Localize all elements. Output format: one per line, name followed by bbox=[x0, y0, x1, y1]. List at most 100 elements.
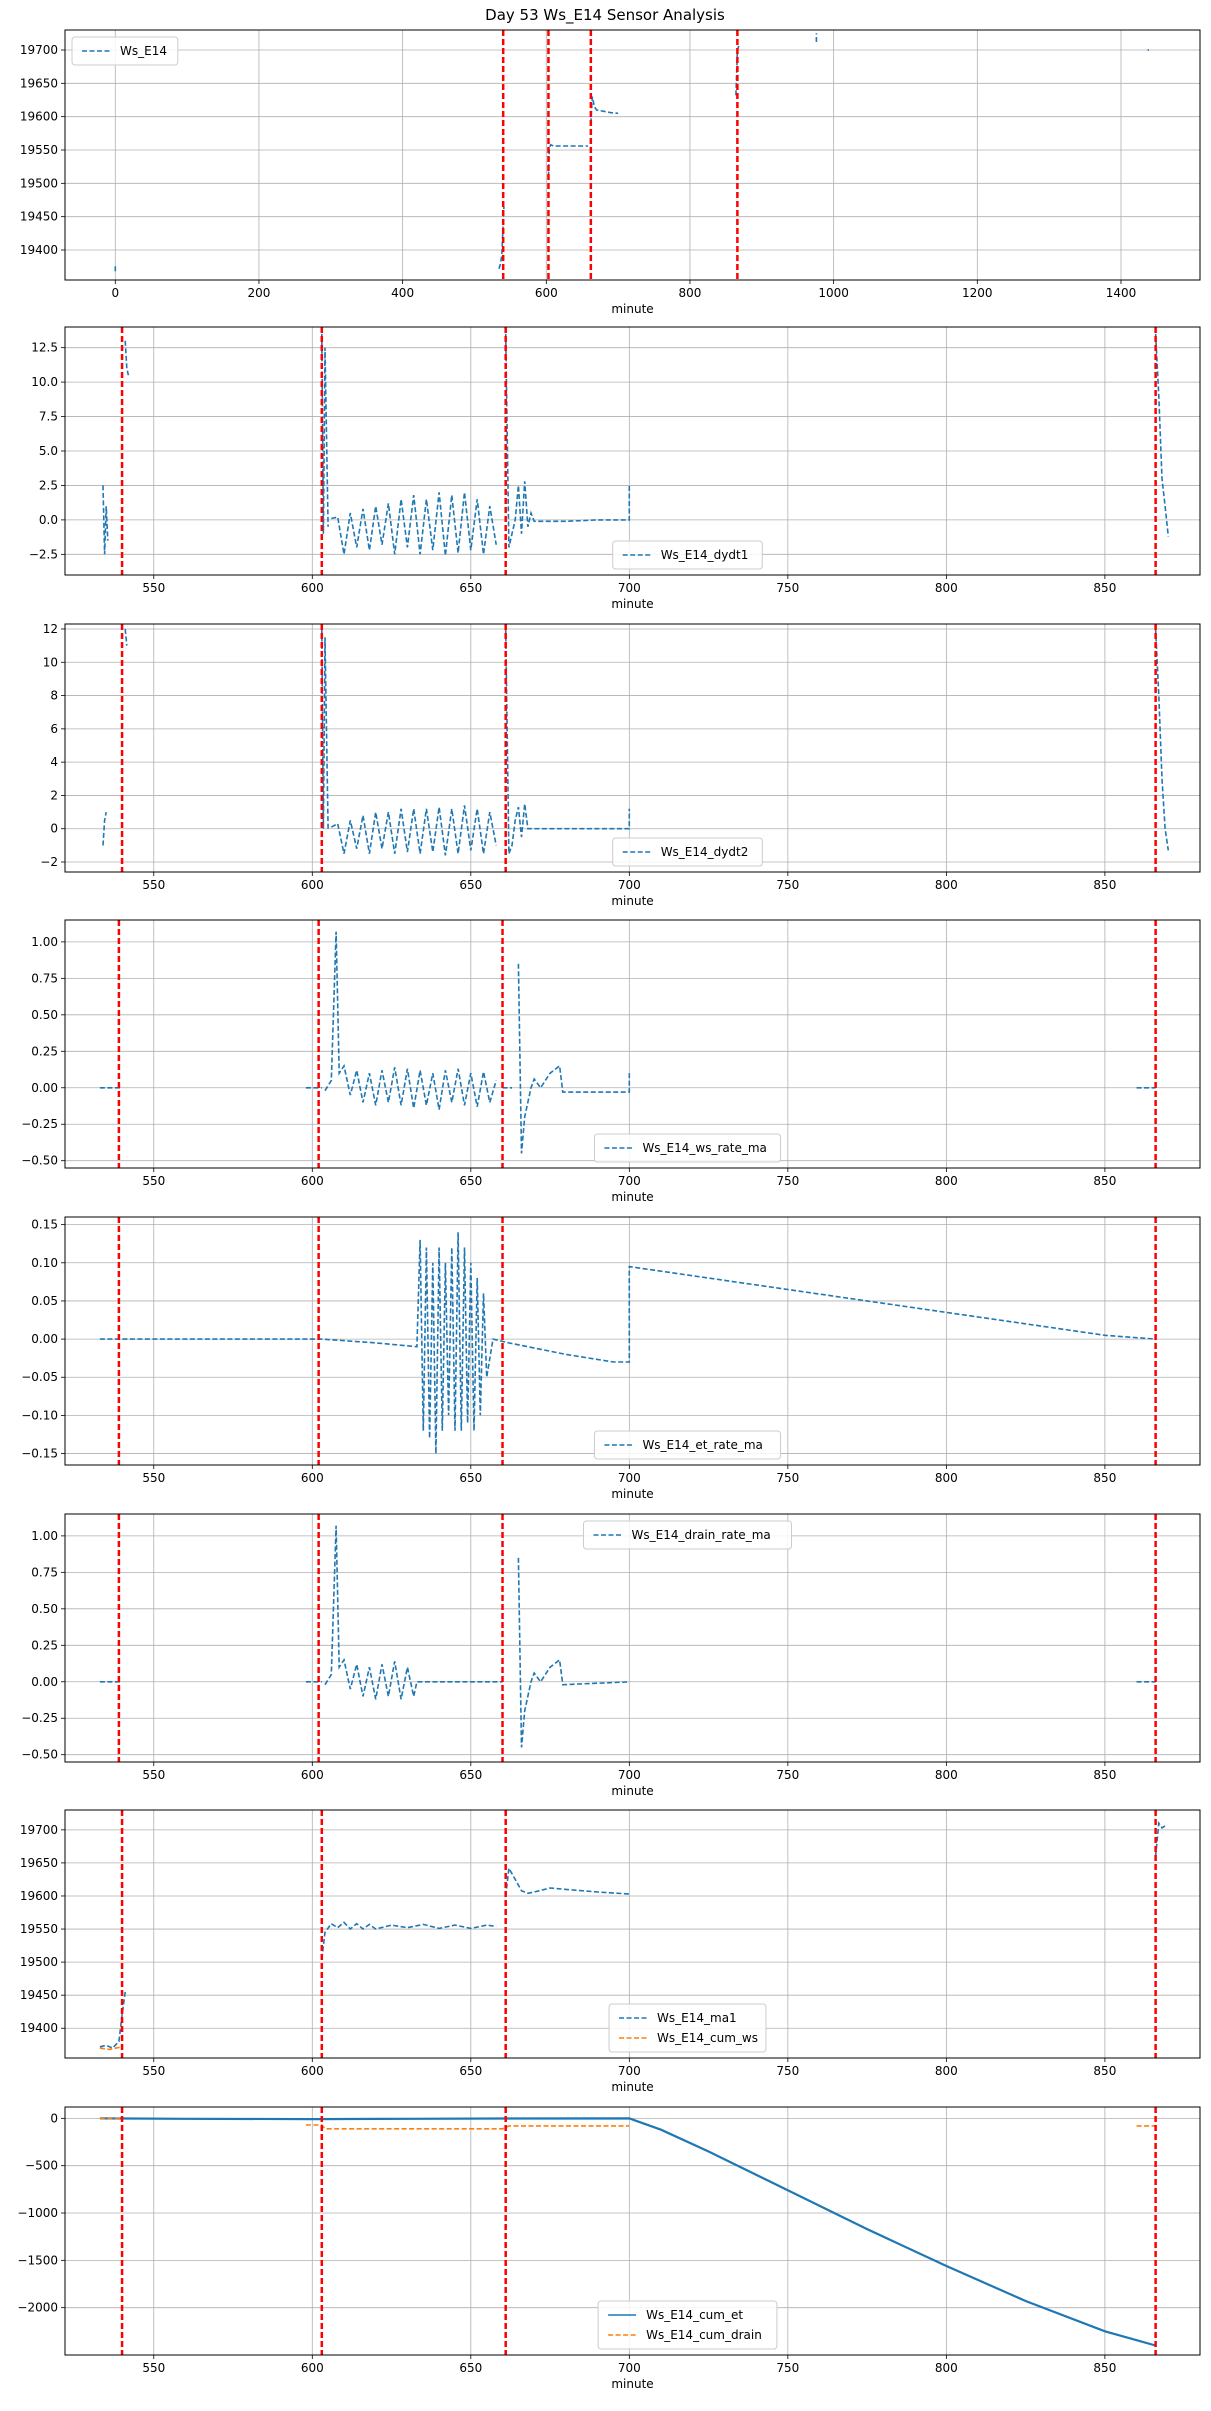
y-tick-label: 10 bbox=[43, 655, 58, 669]
x-tick-label: 1200 bbox=[962, 286, 993, 300]
x-tick-label: 750 bbox=[776, 1768, 799, 1782]
series-group bbox=[99, 1820, 1166, 2051]
x-tick-label: 700 bbox=[618, 878, 641, 892]
x-tick-label: 750 bbox=[776, 581, 799, 595]
x-tick-label: 1000 bbox=[818, 286, 849, 300]
chart-panel-4: 550 600 650 700 750 800 850 −0.50 −0.25 0.00 0.25 0… bbox=[21, 919, 1201, 1204]
x-tick-label: 650 bbox=[459, 581, 482, 595]
x-axis-label: minute bbox=[611, 1190, 653, 1204]
x-tick-label: 600 bbox=[301, 1174, 324, 1188]
series-line-ws-e14-et-rate-ma bbox=[99, 1232, 1156, 1454]
legend: Ws_E14_dydt2 bbox=[612, 837, 763, 867]
x-axis-label: minute bbox=[611, 302, 653, 316]
panels: 0 200 400 600 800 1000 1200 1400194001945019500… bbox=[17, 29, 1201, 2391]
series-line-ws-e14-drain-rate-ma bbox=[517, 1557, 630, 1748]
x-tick-label: 550 bbox=[142, 581, 165, 595]
series-line-ws-e14-drain-rate-ma bbox=[324, 1525, 503, 1700]
series-line-ws-e14-cum-drain bbox=[305, 2124, 630, 2130]
y-tick-label: 0.25 bbox=[31, 1044, 58, 1058]
plot-frame bbox=[64, 1513, 1201, 1763]
y-tick-label: −0.50 bbox=[21, 1748, 58, 1762]
series-group bbox=[99, 1525, 1156, 1748]
y-tick-label: 19450 bbox=[20, 210, 58, 224]
legend-label: Ws_E14_ws_rate_ma bbox=[642, 1141, 766, 1155]
x-tick-label: 850 bbox=[1093, 1768, 1116, 1782]
x-tick-label: 800 bbox=[935, 1471, 958, 1485]
x-axis-label: minute bbox=[611, 2377, 653, 2391]
legend: Ws_E14_drain_rate_ma bbox=[583, 1520, 792, 1550]
series-group bbox=[99, 1232, 1156, 1454]
series-line-ws-e14-ws-rate-ma bbox=[517, 963, 631, 1154]
x-tick-label: 200 bbox=[248, 286, 271, 300]
x-tick-label: 700 bbox=[618, 581, 641, 595]
x-tick-label: 600 bbox=[301, 1471, 324, 1485]
x-tick-label: 750 bbox=[776, 2361, 799, 2375]
series-group bbox=[102, 628, 1170, 856]
x-tick-label: 850 bbox=[1093, 2361, 1116, 2375]
x-tick-label: 700 bbox=[618, 1471, 641, 1485]
y-tick-label: 0.50 bbox=[31, 1008, 58, 1022]
x-tick-label: 850 bbox=[1093, 581, 1116, 595]
series-line-ws-e14-dydt1 bbox=[321, 333, 329, 534]
legend: Ws_E14_ma1 Ws_E14_cum_ws bbox=[608, 2003, 767, 2053]
x-tick-label: 850 bbox=[1093, 2064, 1116, 2078]
x-tick-label: 650 bbox=[459, 2064, 482, 2078]
x-tick-label: 550 bbox=[142, 2064, 165, 2078]
series-line-ws-e14-ma1 bbox=[321, 1921, 497, 1959]
x-tick-label: 800 bbox=[679, 286, 702, 300]
x-tick-label: 600 bbox=[301, 581, 324, 595]
legend-label: Ws_E14_cum_et bbox=[646, 2308, 743, 2322]
series-line-ws-e14-ma1 bbox=[1154, 1820, 1166, 1857]
legend: Ws_E14 bbox=[71, 36, 179, 66]
legend-label: Ws_E14_cum_ws bbox=[657, 2031, 758, 2045]
series-line-ws-e14-cum-et bbox=[99, 2117, 1156, 2347]
legend-box bbox=[71, 36, 179, 66]
y-tick-label: 0.10 bbox=[31, 1256, 58, 1270]
x-tick-label: 550 bbox=[142, 2361, 165, 2375]
x-tick-label: 1400 bbox=[1106, 286, 1137, 300]
x-tick-label: 400 bbox=[391, 286, 414, 300]
y-tick-label: 0.75 bbox=[31, 1565, 58, 1579]
y-tick-label: 12.5 bbox=[31, 341, 58, 355]
y-tick-label: 0 bbox=[50, 2111, 58, 2125]
series-line-ws-e14-dydt2 bbox=[1154, 628, 1170, 851]
plot-frame bbox=[64, 919, 1201, 1169]
y-tick-label: 19450 bbox=[20, 1988, 58, 2002]
legend-label: Ws_E14_cum_drain bbox=[646, 2328, 762, 2342]
x-tick-label: 550 bbox=[142, 1471, 165, 1485]
x-tick-label: 550 bbox=[142, 878, 165, 892]
legend-label: Ws_E14_drain_rate_ma bbox=[632, 1528, 771, 1542]
y-tick-label: 19550 bbox=[20, 143, 58, 157]
legend-box bbox=[612, 540, 763, 570]
x-tick-label: 800 bbox=[935, 2361, 958, 2375]
y-tick-label: −0.05 bbox=[21, 1370, 58, 1384]
plot-frame bbox=[64, 326, 1201, 576]
x-tick-label: 650 bbox=[459, 1174, 482, 1188]
y-tick-label: 0.0 bbox=[39, 513, 58, 527]
legend: Ws_E14_dydt1 bbox=[612, 540, 763, 570]
series-group bbox=[99, 931, 1156, 1154]
y-tick-label: 0.25 bbox=[31, 1638, 58, 1652]
y-tick-label: 19550 bbox=[20, 1922, 58, 1936]
legend-box bbox=[583, 1520, 792, 1550]
y-tick-label: −1000 bbox=[17, 2206, 58, 2220]
y-tick-label: 12 bbox=[43, 622, 58, 636]
chart-panel-6: 550 600 650 700 750 800 850 −0.50 −0.25 0.00 0.25 0… bbox=[21, 1513, 1201, 1798]
x-tick-label: 600 bbox=[301, 878, 324, 892]
y-tick-label: −0.15 bbox=[21, 1447, 58, 1461]
y-tick-label: −2.5 bbox=[29, 547, 58, 561]
y-tick-label: 2 bbox=[50, 788, 58, 802]
y-tick-label: −0.50 bbox=[21, 1154, 58, 1168]
y-tick-label: 1.00 bbox=[31, 1529, 58, 1543]
x-axis-label: minute bbox=[611, 1784, 653, 1798]
legend-label: Ws_E14_et_rate_ma bbox=[642, 1438, 762, 1452]
x-tick-label: 600 bbox=[301, 1768, 324, 1782]
chart-panel-1: 0 200 400 600 800 1000 1200 1400 19400 19450 19500… bbox=[20, 29, 1201, 316]
chart-panel-8: 550 600 650 700 750 800 850 −2000 −1500 −1000 −500… bbox=[17, 2106, 1201, 2391]
x-tick-label: 650 bbox=[459, 1471, 482, 1485]
legend: Ws_E14_et_rate_ma bbox=[593, 1430, 782, 1460]
legend-box bbox=[593, 1133, 782, 1163]
y-tick-label: 0 bbox=[50, 822, 58, 836]
series-line-ws-e14-dydt2 bbox=[504, 628, 631, 854]
